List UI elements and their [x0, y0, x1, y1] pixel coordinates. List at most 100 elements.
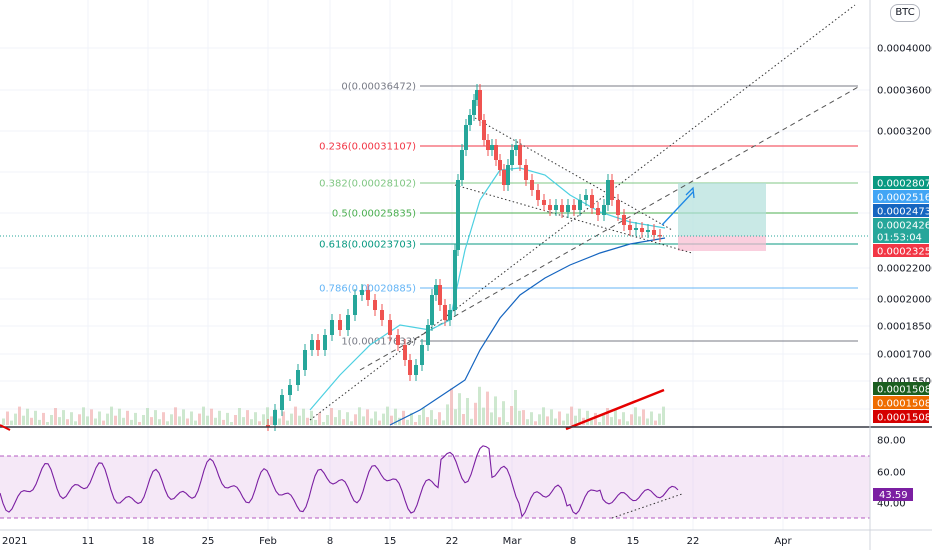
price-badge-label: 0.00015088 [877, 413, 932, 424]
volume-bar [566, 413, 569, 425]
price-axis[interactable]: 0.00040000 0.00036000 0.00032000 0.00022000… [869, 0, 932, 550]
candle-body [403, 345, 407, 360]
candle-body [490, 145, 494, 150]
candle-body [468, 115, 472, 125]
volume-bar [530, 412, 533, 425]
ma-slow [389, 237, 666, 426]
volume-bar [614, 410, 617, 425]
volume-bar [594, 412, 597, 425]
candle-body [460, 150, 464, 180]
candle-body [616, 200, 620, 215]
wedge-upper [474, 117, 673, 231]
volume-bar [398, 417, 401, 425]
volume-bar [494, 396, 497, 425]
volume-bar [18, 406, 21, 425]
rsi-tick-label: 60.00 [877, 468, 906, 479]
candle-body [396, 335, 400, 345]
volume-bar [618, 419, 621, 425]
candle-body [353, 295, 357, 315]
volume-bar [150, 417, 153, 425]
volume-bar [298, 415, 301, 425]
candle-body [310, 340, 314, 350]
volume-bar [190, 411, 193, 425]
volume-bar [34, 410, 37, 425]
volume-bar [310, 410, 313, 425]
price-badge [873, 230, 929, 243]
rsi-trend-line [611, 493, 683, 519]
candle-body [578, 200, 582, 210]
volume-bar [294, 406, 297, 425]
fib-retracement[interactable]: 0(0.00036472) 0.236(0.00031107) 0.382(0.00… [319, 82, 858, 348]
candle-body [510, 150, 514, 165]
volume-bar [350, 421, 353, 425]
volume-bar [534, 421, 537, 425]
currency-badge[interactable]: BTC [890, 4, 920, 22]
candle-body [514, 145, 518, 150]
volume-bar [606, 408, 609, 425]
volume-bar [522, 410, 525, 425]
target-zone [678, 183, 766, 236]
volume-bar [610, 417, 613, 425]
volume-bar [422, 408, 425, 425]
volume-bar [546, 416, 549, 425]
candle-body [572, 205, 576, 210]
candle-body [303, 350, 307, 370]
volume-bar [622, 412, 625, 425]
volume-bar [490, 412, 493, 425]
volume-bar [498, 417, 501, 425]
candle-body [323, 335, 327, 350]
time-tick-label: Feb [259, 536, 277, 547]
time-tick-label: 8 [570, 536, 576, 547]
volume-bar [98, 411, 101, 425]
volume-bar [70, 412, 73, 425]
volume-bar [86, 416, 89, 425]
price-badge [873, 218, 929, 231]
red-trend-line [565, 388, 665, 431]
volume-bar [366, 409, 369, 425]
volume-bar [50, 415, 53, 425]
volume-bar [338, 410, 341, 425]
fib-label: 1(0.00017633) [341, 337, 416, 348]
volume-bar [62, 410, 65, 425]
volume-bar [222, 419, 225, 425]
price-tick-label: 0.00020000 [877, 295, 932, 306]
time-tick-label: 2021 [2, 536, 27, 547]
price-badge [873, 190, 929, 203]
volume-bar [450, 388, 453, 425]
candle-body [590, 195, 594, 208]
grid [0, 0, 870, 530]
volume-bar [506, 422, 509, 425]
candle-body [438, 285, 442, 305]
stop-zone [678, 236, 766, 251]
candle-body [443, 305, 447, 320]
volume-bar [278, 418, 281, 425]
volume-bar [94, 418, 97, 425]
volume-bar [66, 419, 69, 425]
volume-bar [250, 419, 253, 425]
volume-bar [186, 418, 189, 425]
candle-body [434, 285, 438, 295]
volume-bar [226, 412, 229, 425]
candle-body [536, 190, 540, 200]
time-axis[interactable]: 2021 11 18 25 Feb 8 15 22 Mar 8 15 22 Apr [0, 529, 932, 547]
candle-body [596, 208, 600, 215]
volume-bar [146, 408, 149, 425]
candle-body [472, 100, 476, 115]
volume-bar [586, 410, 589, 425]
fib-label: 0.5(0.00025835) [332, 209, 416, 220]
candle-body [628, 225, 632, 230]
volume-bar [342, 419, 345, 425]
volume-bar [602, 415, 605, 425]
price-badge-label: 0.00028070 [877, 179, 932, 190]
volume-bar [282, 411, 285, 425]
volume-bar [2, 418, 5, 425]
candle-body [380, 310, 384, 320]
volume-bar [434, 419, 437, 425]
trend-lines[interactable] [309, 4, 861, 431]
rsi-pane[interactable] [0, 426, 932, 519]
trend-line-dashed [359, 85, 861, 371]
volume-bar [142, 415, 145, 425]
volume-bar [90, 409, 93, 425]
volume-bar [130, 419, 133, 425]
